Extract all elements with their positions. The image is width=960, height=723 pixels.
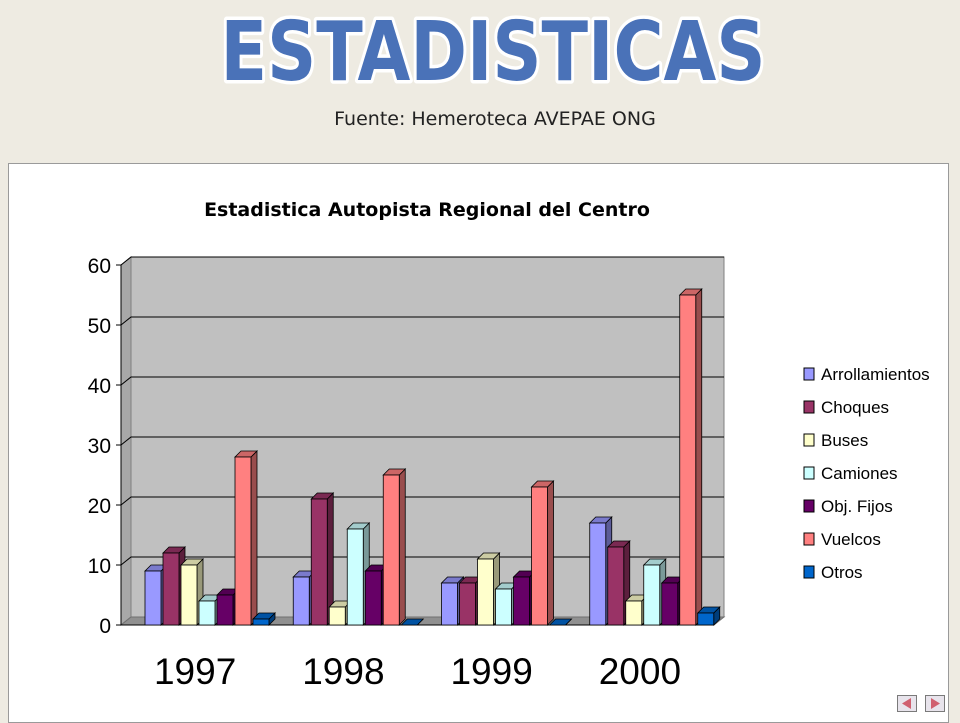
y-tick-label: 40 [88,375,111,398]
bar-front [477,558,494,626]
y-tick-label: 30 [88,435,111,458]
bar [234,450,258,626]
bar-front [310,498,328,626]
bar-front [625,600,643,626]
triangle-right-icon [931,698,940,709]
legend-swatch [803,400,815,414]
bar-front [495,588,512,626]
x-tick-label: 2000 [599,651,681,692]
bar [678,288,703,626]
bar-front [661,582,679,626]
bar-side [250,450,258,626]
legend-swatch [803,499,815,513]
gridline [120,496,724,506]
bar [252,612,276,626]
gridline [120,256,724,266]
legend-swatch [803,433,815,447]
y-tick-label: 10 [88,555,111,578]
gridline [120,376,724,386]
chart-frame: Estadistica Autopista Regional del Centr… [8,163,949,723]
legend-swatch [803,532,815,546]
bar-front [589,522,607,626]
y-tick-label: 60 [88,255,111,278]
bar-front [643,564,661,626]
bar-top [548,618,573,626]
bar [696,606,721,626]
bar-front [252,618,270,626]
legend-label: Vuelcos [821,530,881,549]
legend-label: Camiones [821,464,898,483]
y-tick-label: 0 [99,615,111,638]
bar [530,480,555,626]
bar-front [346,528,364,626]
page-title-text: ESTADISTICAS [221,5,766,100]
bar-chart: Estadistica Autopista Regional del Centr… [88,199,930,692]
legend-swatch [803,466,815,480]
bar-side [695,288,703,626]
y-tick-label: 20 [88,495,111,518]
next-slide-button[interactable] [925,695,945,712]
legend-label: Arrollamientos [821,365,930,384]
y-tick-label: 50 [88,315,111,338]
bar-front [364,570,382,626]
bar-front [531,486,548,626]
bar-front [328,606,346,626]
x-tick-label: 1999 [450,651,532,692]
bar-front [441,582,458,626]
bar-top [400,618,425,626]
bar-front [607,546,625,626]
bar-front [144,570,162,626]
bar-front [216,594,234,626]
bar-front [382,474,400,626]
legend-label: Otros [821,563,863,582]
legend-label: Choques [821,398,889,417]
bar-front [513,576,530,626]
bar [400,618,425,626]
triangle-left-icon [902,698,911,709]
legend-label: Buses [821,431,868,450]
gridline [120,556,724,566]
legend-label: Obj. Fijos [821,497,893,516]
bar-front [679,294,697,626]
x-tick-label: 1998 [302,651,384,692]
legend-swatch [803,367,815,381]
page-title: ESTADISTICAS [217,2,769,101]
bar [548,618,573,626]
bar-front [180,564,198,626]
bar-front [697,612,715,626]
gridline [120,316,724,326]
x-tick-label: 1997 [154,651,236,692]
bar-front [162,552,180,626]
gridline [120,436,724,446]
bar-side [398,468,406,626]
bar-front [292,576,310,626]
source-caption: Fuente: Hemeroteca AVEPAE ONG [334,108,656,130]
bar-side [547,480,554,626]
bar-front [234,456,252,626]
bar-front [459,582,476,626]
bar-front [198,600,216,626]
bar [310,492,335,626]
chart-title: Estadistica Autopista Regional del Centr… [204,199,650,221]
legend-swatch [803,565,815,579]
previous-slide-button[interactable] [897,695,917,712]
bar [382,468,407,626]
bar [642,558,667,626]
